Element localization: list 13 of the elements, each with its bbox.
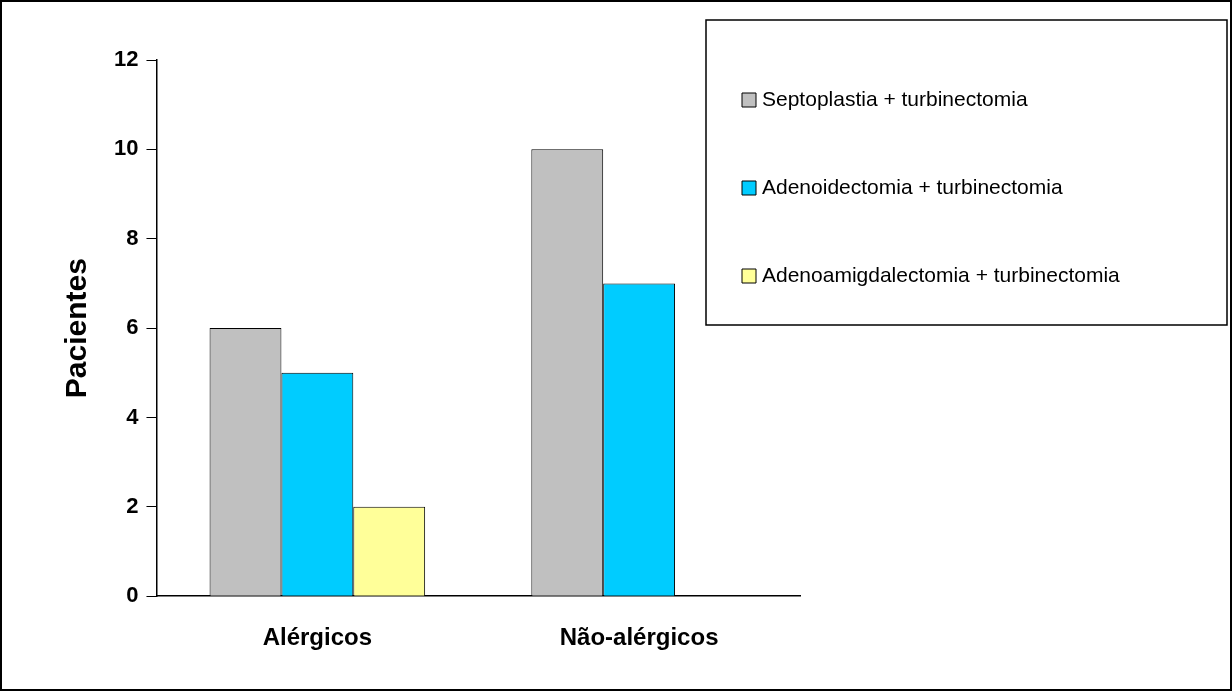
legend-label: Septoplastia + turbinectomia [762, 86, 1028, 110]
legend-label: Adenoamigdalectomia + turbinectomia [762, 262, 1121, 286]
y-tick-label: 12 [113, 46, 139, 72]
y-axis-title: Pacientes [59, 258, 93, 399]
y-tick-label: 2 [126, 492, 139, 518]
x-tick-label: Não-alérgicos [559, 623, 719, 651]
y-tick-label: 8 [126, 224, 139, 250]
x-tick-label: Alérgicos [262, 623, 373, 651]
y-tick-label: 4 [126, 403, 140, 429]
legend-label: Adenoidectomia + turbinectomia [762, 174, 1063, 198]
y-tick-label: 0 [126, 582, 139, 608]
y-tick-label: 10 [113, 135, 139, 161]
y-tick-label: 6 [126, 314, 139, 340]
